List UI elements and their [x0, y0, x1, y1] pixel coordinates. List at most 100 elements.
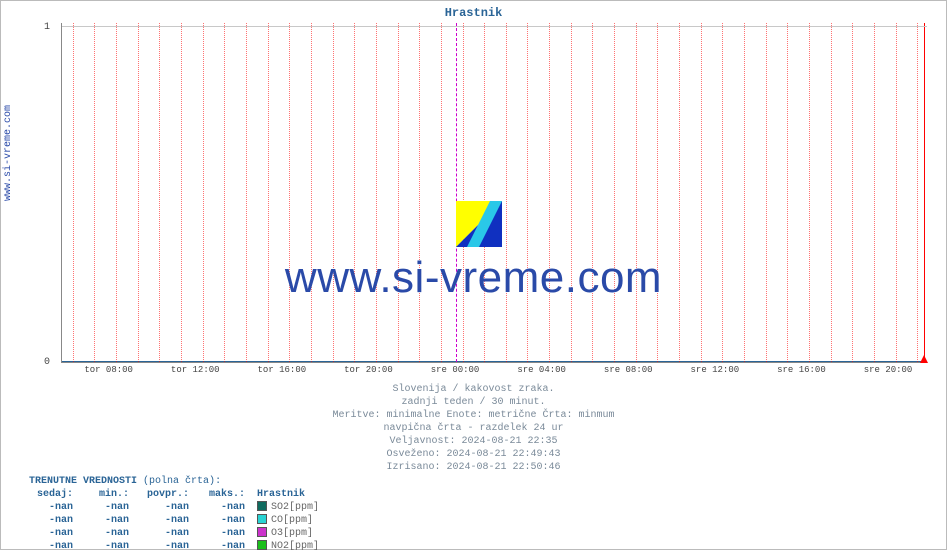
grid-line — [917, 23, 918, 362]
cell-species: O3[ppm] — [257, 527, 337, 540]
watermark-logo — [456, 201, 502, 247]
grid-line — [722, 23, 723, 362]
cell-povpr: -nan — [141, 501, 201, 514]
current-values-table: TRENUTNE VREDNOSTI (polna črta): sedaj: … — [29, 475, 337, 553]
x-axis-ticks: tor 08:00tor 12:00tor 16:00tor 20:00sre … — [61, 365, 927, 379]
grid-line — [94, 23, 95, 362]
grid-line — [463, 23, 464, 362]
grid-line — [419, 23, 420, 362]
grid-line — [484, 23, 485, 362]
subtitle-line: zadnji teden / 30 minut. — [1, 396, 946, 409]
grid-line — [333, 23, 334, 362]
cell-sedaj: -nan — [29, 540, 85, 553]
day-separator — [456, 23, 457, 362]
cell-species: NO2[ppm] — [257, 540, 337, 553]
color-swatch — [257, 501, 267, 511]
cell-min: -nan — [85, 527, 141, 540]
cell-maks: -nan — [201, 540, 257, 553]
col-header: maks.: — [201, 488, 257, 501]
table-title: TRENUTNE VREDNOSTI (polna črta): — [29, 475, 337, 488]
subtitle-line: Izrisano: 2024-08-21 22:50:46 — [1, 461, 946, 474]
x-tick-label: tor 20:00 — [344, 365, 393, 375]
grid-line — [831, 23, 832, 362]
grid-line — [246, 23, 247, 362]
cell-povpr: -nan — [141, 514, 201, 527]
subtitle-line: navpična črta - razdelek 24 ur — [1, 422, 946, 435]
grid-line — [787, 23, 788, 362]
col-header: povpr.: — [141, 488, 201, 501]
table-header-row: sedaj: min.: povpr.: maks.: Hrastnik — [29, 488, 337, 501]
source-link-vertical[interactable]: www.si-vreme.com — [3, 105, 14, 201]
grid-line — [809, 23, 810, 362]
grid-line — [657, 23, 658, 362]
grid-line — [766, 23, 767, 362]
grid-line — [116, 23, 117, 362]
cell-sedaj: -nan — [29, 527, 85, 540]
cell-povpr: -nan — [141, 527, 201, 540]
subtitle-block: Slovenija / kakovost zraka. zadnji teden… — [1, 383, 946, 474]
color-swatch — [257, 527, 267, 537]
now-arrow-icon — [920, 355, 928, 363]
grid-line — [398, 23, 399, 362]
grid-line — [73, 23, 74, 362]
col-header: Hrastnik — [257, 488, 337, 501]
grid-line — [874, 23, 875, 362]
cell-povpr: -nan — [141, 540, 201, 553]
color-swatch — [257, 514, 267, 524]
x-tick-label: tor 12:00 — [171, 365, 220, 375]
x-tick-label: sre 12:00 — [691, 365, 740, 375]
chart-title: Hrastnik — [1, 6, 946, 20]
watermark-text: www.si-vreme.com — [1, 253, 946, 303]
grid-line — [138, 23, 139, 362]
cell-min: -nan — [85, 514, 141, 527]
grid-line — [376, 23, 377, 362]
grid-line — [852, 23, 853, 362]
y-grid-line — [62, 26, 927, 27]
table-row: -nan-nan-nan-nanSO2[ppm] — [29, 501, 337, 514]
grid-line — [224, 23, 225, 362]
grid-line — [592, 23, 593, 362]
grid-line — [701, 23, 702, 362]
grid-line — [203, 23, 204, 362]
y-tick-label: 0 — [44, 357, 50, 368]
x-tick-label: sre 08:00 — [604, 365, 653, 375]
grid-line — [506, 23, 507, 362]
grid-line — [679, 23, 680, 362]
color-swatch — [257, 540, 267, 550]
grid-line — [636, 23, 637, 362]
cell-sedaj: -nan — [29, 514, 85, 527]
subtitle-line: Meritve: minimalne Enote: metrične Črta:… — [1, 409, 946, 422]
x-tick-label: sre 16:00 — [777, 365, 826, 375]
grid-line — [311, 23, 312, 362]
cell-maks: -nan — [201, 514, 257, 527]
cell-min: -nan — [85, 501, 141, 514]
x-tick-label: sre 20:00 — [864, 365, 913, 375]
cell-sedaj: -nan — [29, 501, 85, 514]
x-tick-label: tor 08:00 — [84, 365, 133, 375]
grid-line — [549, 23, 550, 362]
grid-line — [159, 23, 160, 362]
col-header: min.: — [85, 488, 141, 501]
x-tick-label: sre 04:00 — [517, 365, 566, 375]
cell-maks: -nan — [201, 527, 257, 540]
table-row: -nan-nan-nan-nanO3[ppm] — [29, 527, 337, 540]
grid-line — [354, 23, 355, 362]
grid-line — [614, 23, 615, 362]
cell-maks: -nan — [201, 501, 257, 514]
chart-baseline — [62, 361, 927, 362]
grid-line — [896, 23, 897, 362]
col-header: sedaj: — [29, 488, 85, 501]
table-row: -nan-nan-nan-nanNO2[ppm] — [29, 540, 337, 553]
x-tick-label: sre 00:00 — [431, 365, 480, 375]
cell-species: SO2[ppm] — [257, 501, 337, 514]
grid-line — [744, 23, 745, 362]
subtitle-line: Osveženo: 2024-08-21 22:49:43 — [1, 448, 946, 461]
grid-line — [571, 23, 572, 362]
chart-plot-area: 01 — [61, 23, 927, 363]
grid-line — [289, 23, 290, 362]
grid-line — [441, 23, 442, 362]
now-line — [924, 23, 925, 362]
grid-line — [181, 23, 182, 362]
subtitle-line: Veljavnost: 2024-08-21 22:35 — [1, 435, 946, 448]
table-row: -nan-nan-nan-nanCO[ppm] — [29, 514, 337, 527]
